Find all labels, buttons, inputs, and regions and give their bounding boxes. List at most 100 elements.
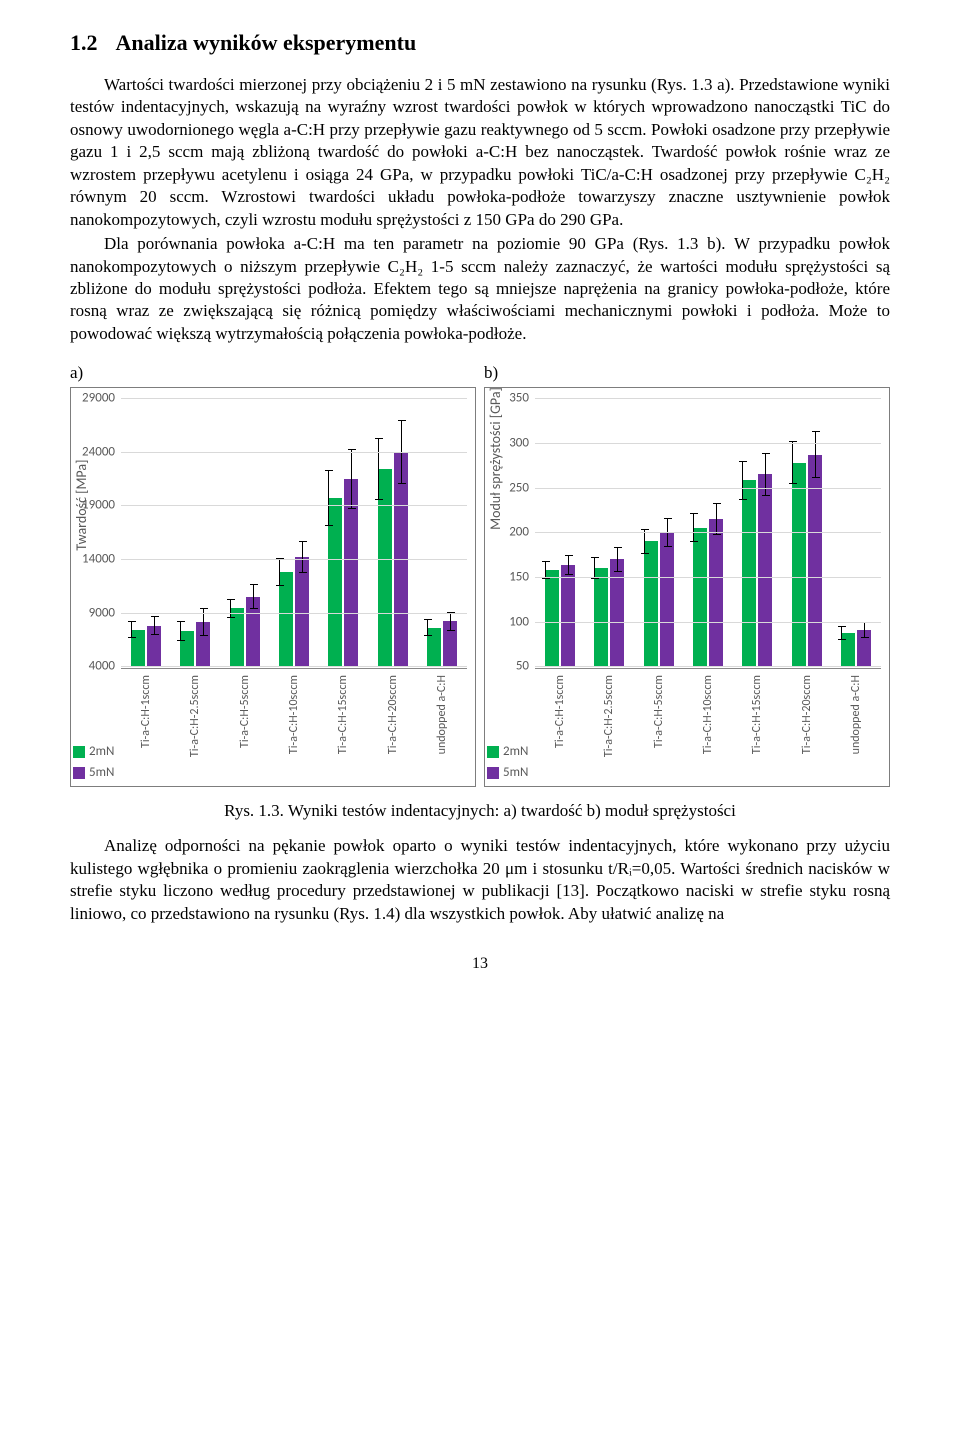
swatch-5mn-icon bbox=[73, 767, 85, 779]
gridline bbox=[535, 666, 881, 667]
gridline bbox=[121, 452, 467, 453]
x-tick: undopped a-C:H bbox=[832, 669, 881, 786]
gridline bbox=[121, 666, 467, 667]
x-tick-label: Ti-a-C:H-1sccm bbox=[139, 675, 153, 748]
error-bar bbox=[279, 558, 280, 586]
error-bar bbox=[154, 616, 155, 635]
chart-a-legend: 2mN 5mN bbox=[73, 738, 114, 780]
legend-item-2mn: 2mN bbox=[487, 744, 528, 759]
x-tick-label: Ti-a-C:H-1sccm bbox=[553, 675, 567, 748]
bar bbox=[660, 532, 674, 666]
gridline bbox=[535, 577, 881, 578]
legend-label-2mn: 2mN bbox=[503, 744, 528, 759]
section-number: 1.2 bbox=[70, 30, 98, 56]
error-bar bbox=[864, 622, 865, 638]
x-tick: Ti-a-C:H-2.5sccm bbox=[170, 669, 219, 786]
error-bar bbox=[450, 612, 451, 631]
swatch-2mn-icon bbox=[487, 746, 499, 758]
bar-group bbox=[220, 398, 269, 666]
figure-row: a) Twardość [MPa] 4000900014000190002400… bbox=[70, 363, 890, 787]
x-tick-label: Ti-a-C:H-2.5sccm bbox=[602, 675, 616, 757]
y-tick-label: 19000 bbox=[82, 498, 115, 513]
swatch-2mn-icon bbox=[73, 746, 85, 758]
bar-group bbox=[269, 398, 318, 666]
x-tick: Ti-a-C:H-5sccm bbox=[634, 669, 683, 786]
y-tick-label: 9000 bbox=[89, 605, 115, 620]
y-tick-label: 150 bbox=[509, 569, 529, 584]
x-tick-label: Ti-a-C:H-20sccm bbox=[386, 675, 400, 754]
bar bbox=[180, 631, 194, 666]
gridline bbox=[121, 505, 467, 506]
chart-b-plot-area: 50100150200250300350 bbox=[535, 398, 881, 666]
error-bar bbox=[792, 441, 793, 484]
panel-a-tag: a) bbox=[70, 363, 476, 383]
gridline bbox=[535, 622, 881, 623]
x-tick: Ti-a-C:H-10sccm bbox=[683, 669, 732, 786]
bar bbox=[545, 570, 559, 666]
bar bbox=[295, 557, 309, 666]
legend-item-5mn: 5mN bbox=[73, 765, 114, 780]
error-bar bbox=[841, 626, 842, 640]
error-bar bbox=[716, 503, 717, 535]
gridline bbox=[121, 613, 467, 614]
bar-group bbox=[418, 398, 467, 666]
x-tick-label: Ti-a-C:H-5sccm bbox=[652, 675, 666, 748]
legend-item-5mn: 5mN bbox=[487, 765, 528, 780]
error-bar bbox=[693, 513, 694, 542]
error-bar bbox=[180, 621, 181, 640]
paragraph-1: Wartości twardości mierzonej przy obciąż… bbox=[70, 74, 890, 231]
x-tick: Ti-a-C:H-10sccm bbox=[269, 669, 318, 786]
y-tick-label: 29000 bbox=[82, 391, 115, 406]
chart-a-plot-area: 4000900014000190002400029000 bbox=[121, 398, 467, 666]
bar bbox=[644, 541, 658, 666]
x-tick-label: Ti-a-C:H-15sccm bbox=[336, 675, 350, 754]
error-bar bbox=[378, 438, 379, 500]
x-tick: undopped a-C:H bbox=[418, 669, 467, 786]
error-bar bbox=[594, 557, 595, 578]
bar-group bbox=[170, 398, 219, 666]
error-bar bbox=[351, 449, 352, 509]
bar bbox=[693, 528, 707, 666]
y-tick-label: 4000 bbox=[89, 659, 115, 674]
x-tick-label: undopped a-C:H bbox=[435, 675, 449, 754]
x-tick: Ti-a-C:H-15sccm bbox=[319, 669, 368, 786]
x-tick: Ti-a-C:H-1sccm bbox=[535, 669, 584, 786]
error-bar bbox=[815, 431, 816, 477]
figure-b-column: b) Moduł sprężystości [GPa] 501001502002… bbox=[484, 363, 890, 787]
y-tick-label: 250 bbox=[509, 480, 529, 495]
legend-label-2mn: 2mN bbox=[89, 744, 114, 759]
chart-a-bars bbox=[121, 398, 467, 666]
y-tick-label: 100 bbox=[509, 614, 529, 629]
chart-a: Twardość [MPa] 4000900014000190002400029… bbox=[70, 387, 476, 787]
y-tick-label: 50 bbox=[516, 659, 529, 674]
x-tick: Ti-a-C:H-1sccm bbox=[121, 669, 170, 786]
legend-label-5mn: 5mN bbox=[503, 765, 528, 780]
error-bar bbox=[742, 461, 743, 500]
bar bbox=[131, 630, 145, 666]
x-tick: Ti-a-C:H-15sccm bbox=[733, 669, 782, 786]
section-title: Analiza wyników eksperymentu bbox=[116, 30, 417, 55]
bar bbox=[610, 559, 624, 666]
bar bbox=[709, 519, 723, 666]
x-tick-label: Ti-a-C:H-20sccm bbox=[800, 675, 814, 754]
bar bbox=[561, 565, 575, 666]
error-bar bbox=[230, 599, 231, 618]
section-heading: 1.2 Analiza wyników eksperymentu bbox=[70, 30, 890, 56]
bar bbox=[808, 455, 822, 667]
y-tick-label: 14000 bbox=[82, 552, 115, 567]
error-bar bbox=[302, 541, 303, 573]
bar bbox=[841, 633, 855, 666]
gridline bbox=[535, 488, 881, 489]
error-bar bbox=[328, 470, 329, 526]
bar bbox=[328, 498, 342, 666]
x-tick: Ti-a-C:H-20sccm bbox=[368, 669, 417, 786]
gridline bbox=[535, 443, 881, 444]
swatch-5mn-icon bbox=[487, 767, 499, 779]
x-tick-label: Ti-a-C:H-5sccm bbox=[238, 675, 252, 748]
x-tick-label: Ti-a-C:H-15sccm bbox=[750, 675, 764, 754]
bar bbox=[792, 463, 806, 667]
error-bar bbox=[131, 621, 132, 638]
error-bar bbox=[765, 453, 766, 496]
gridline bbox=[535, 398, 881, 399]
y-tick-label: 300 bbox=[509, 435, 529, 450]
